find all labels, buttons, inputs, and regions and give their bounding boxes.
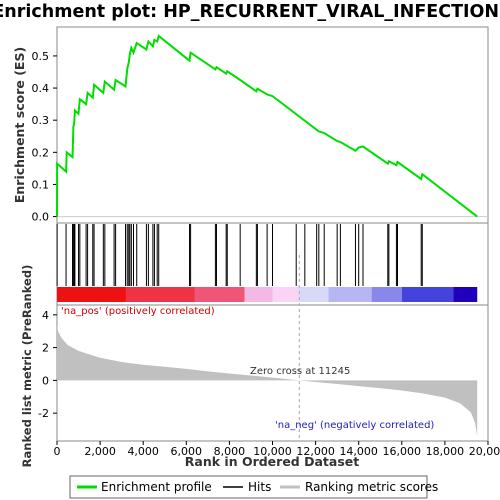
rank-y-tick-label: 2 <box>42 342 49 355</box>
x-axis-label: Rank in Ordered Dataset <box>185 454 359 469</box>
positive-correlation-label: 'na_pos' (positively correlated) <box>61 306 215 317</box>
legend-enrichment-label: Enrichment profile <box>101 480 212 494</box>
ranking-metric-area <box>57 324 478 437</box>
x-tick-label: 2,000 <box>84 445 116 458</box>
rank-y-tick-label: -2 <box>38 407 49 420</box>
rank-y-ticks: 4 2 0 -2 <box>38 309 57 420</box>
rank-y-tick-label: 0 <box>42 374 49 387</box>
es-y-tick-label: 0.5 <box>32 50 50 63</box>
rank-colorbar <box>57 287 478 302</box>
colorbar-segment <box>401 287 454 302</box>
colorbar-segment <box>371 287 402 302</box>
x-tick-label: 6,000 <box>171 445 203 458</box>
legend-ranking-label: Ranking metric scores <box>305 480 438 494</box>
es-y-tick-label: 0.1 <box>32 178 50 191</box>
es-y-tick-label: 0.4 <box>32 82 50 95</box>
negative-correlation-label: 'na_neg' (negatively correlated) <box>275 420 434 431</box>
legend-hits-label: Hits <box>248 480 271 494</box>
rank-y-axis-label: Ranked list metric (PreRanked) <box>20 265 34 468</box>
es-y-tick-label: 0.2 <box>32 146 50 159</box>
es-y-axis-label: Enrichment score (ES) <box>12 47 27 203</box>
x-tick-label: 16,000 <box>383 445 422 458</box>
es-y-tick-label: 0.3 <box>32 114 50 127</box>
x-tick-label: 8,000 <box>214 445 246 458</box>
colorbar-segment <box>272 287 299 302</box>
colorbar-segment <box>244 287 273 302</box>
x-ticks: 0 2,000 4,000 6,000 8,000 10,000 12,000 14,000 1… <box>54 441 500 458</box>
colorbar-segment <box>125 287 195 302</box>
colorbar-segment <box>298 287 329 302</box>
x-tick-label: 10,000 <box>253 445 292 458</box>
es-y-tick-label: 0.0 <box>32 211 50 224</box>
enrichment-profile-line <box>56 34 478 218</box>
x-tick-label: 4,000 <box>127 445 159 458</box>
colorbar-segment <box>57 287 126 302</box>
x-tick-label: 18,000 <box>426 445 465 458</box>
colorbar-segment <box>328 287 372 302</box>
x-tick-label: 12,000 <box>296 445 335 458</box>
colorbar-segment <box>453 287 478 302</box>
colorbar-segment <box>194 287 245 302</box>
rank-y-tick-label: 4 <box>42 309 49 322</box>
x-tick-label: 0 <box>54 445 61 458</box>
es-y-ticks: 0.0 0.1 0.2 0.3 0.4 0.5 <box>32 50 57 224</box>
chart-title: Enrichment plot: HP_RECURRENT_VIRAL_INFE… <box>0 2 500 22</box>
x-tick-label: 14,000 <box>339 445 378 458</box>
zero-cross-label: Zero cross at 11245 <box>250 366 350 377</box>
x-tick-label: 20,000 <box>469 445 500 458</box>
es-panel-frame <box>56 26 489 224</box>
hit-markers <box>56 224 423 286</box>
legend-box <box>69 475 428 499</box>
